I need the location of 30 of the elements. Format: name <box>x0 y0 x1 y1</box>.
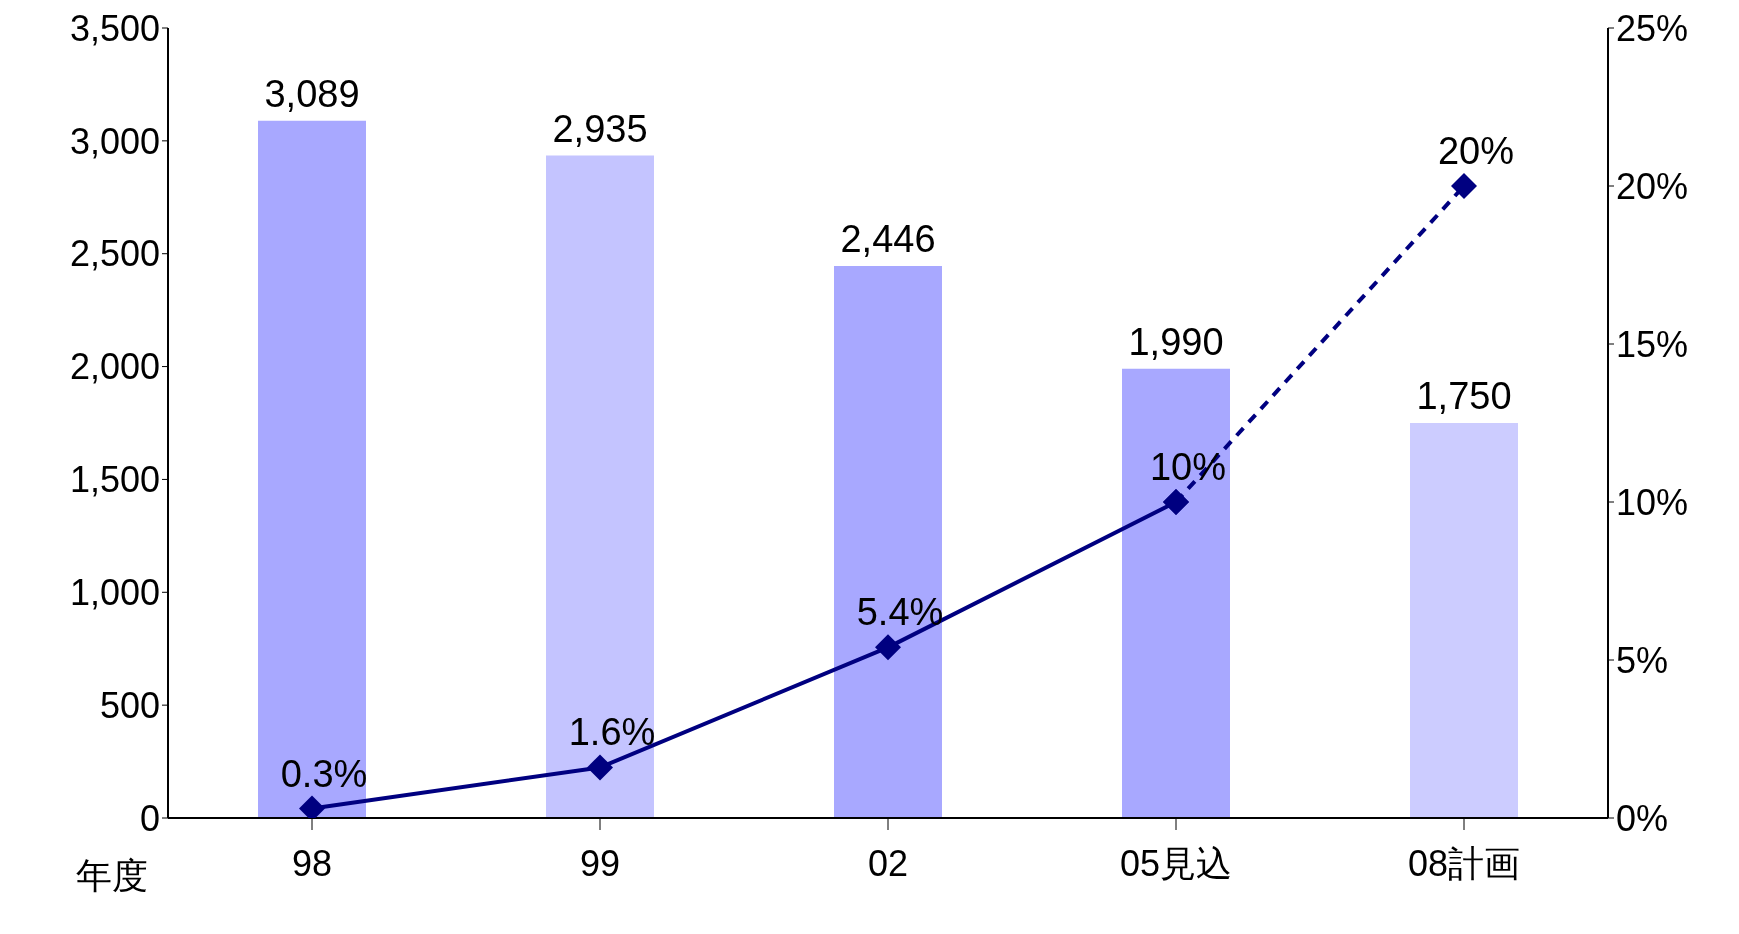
data-label: 5.4% <box>856 591 944 634</box>
y-tick-label: 1,500 <box>69 459 160 501</box>
y2-tick-label: 5% <box>1616 639 1669 681</box>
data-label: 10% <box>1149 446 1227 488</box>
x-axis-title: 年度 <box>76 855 148 896</box>
y-tick-label: 2,500 <box>69 233 160 275</box>
data-label: 0.3% <box>280 752 368 795</box>
y2-tick-label: 25% <box>1616 7 1689 49</box>
y2-tick-label: 10% <box>1616 481 1689 523</box>
y-tick-label: 2,000 <box>69 346 160 388</box>
data-label: 20% <box>1437 130 1515 172</box>
x-tick-label: 05見込 <box>1119 842 1233 884</box>
x-tick-label: 08計画 <box>1407 842 1521 884</box>
data-label: 1,990 <box>1128 320 1224 363</box>
y-tick-label: 500 <box>99 684 160 726</box>
y2-tick-label: 0% <box>1616 797 1669 839</box>
y2-tick-label: 20% <box>1616 165 1689 207</box>
data-label: 1.6% <box>568 711 656 754</box>
y-tick-label: 1,000 <box>69 572 160 614</box>
x-tick-label: 02 <box>867 842 909 884</box>
y-tick-label: 0 <box>139 797 160 839</box>
y-tick-label: 3,000 <box>69 120 160 162</box>
y-tick-label: 3,500 <box>69 7 160 49</box>
data-label: 2,446 <box>840 217 936 260</box>
x-tick-label: 98 <box>291 842 333 884</box>
x-tick-label: 99 <box>579 842 621 884</box>
data-label: 3,089 <box>264 72 360 115</box>
data-label: 2,935 <box>552 107 648 150</box>
y2-tick-label: 15% <box>1616 323 1689 365</box>
data-label: 1,750 <box>1416 375 1512 417</box>
